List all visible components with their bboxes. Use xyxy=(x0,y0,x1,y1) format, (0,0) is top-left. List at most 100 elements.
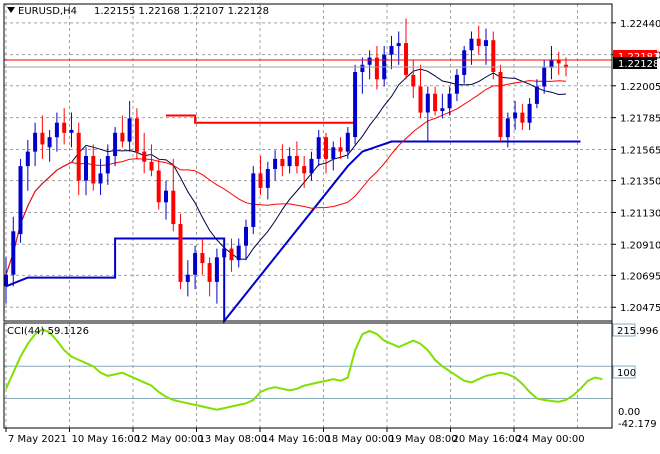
candle[interactable] xyxy=(418,64,423,119)
candle[interactable] xyxy=(447,86,452,116)
candle[interactable] xyxy=(520,103,525,130)
price-label: 1.21565 xyxy=(620,145,660,156)
candle[interactable] xyxy=(273,150,278,181)
ohlc-values: 1.22155 1.22168 1.22107 1.22128 xyxy=(94,6,269,17)
candle[interactable] xyxy=(251,166,256,235)
candle[interactable] xyxy=(469,31,474,65)
main-grid xyxy=(4,4,612,321)
candle[interactable] xyxy=(164,180,168,220)
candle[interactable] xyxy=(280,144,285,177)
candle[interactable] xyxy=(556,51,561,75)
time-label: 10 May 16:00 xyxy=(72,434,141,445)
candle[interactable] xyxy=(498,64,503,142)
price-label: 1.20695 xyxy=(620,271,660,282)
candle[interactable] xyxy=(47,129,52,162)
candle[interactable] xyxy=(244,219,248,261)
cci-axis-label: 0.00 xyxy=(618,407,640,418)
candle[interactable] xyxy=(84,147,88,196)
candle[interactable] xyxy=(549,45,554,80)
candle[interactable] xyxy=(178,213,183,290)
candle[interactable] xyxy=(527,98,532,130)
candle[interactable] xyxy=(404,18,408,80)
candle[interactable] xyxy=(149,144,154,177)
candle[interactable] xyxy=(33,122,38,167)
candle[interactable] xyxy=(433,86,438,116)
candle[interactable] xyxy=(222,238,227,275)
candle[interactable] xyxy=(25,140,30,191)
time-label: 14 May 16:00 xyxy=(262,434,331,445)
candle[interactable] xyxy=(425,86,430,142)
candle[interactable] xyxy=(214,248,219,304)
candle[interactable] xyxy=(229,238,234,272)
candle[interactable] xyxy=(476,25,481,55)
candle[interactable] xyxy=(11,216,16,287)
indicator-grid xyxy=(4,323,612,428)
svg-text:1.22128: 1.22128 xyxy=(618,59,659,70)
candle[interactable] xyxy=(345,127,350,159)
candle[interactable] xyxy=(185,260,190,297)
candle[interactable] xyxy=(454,69,459,101)
candle[interactable] xyxy=(62,108,67,145)
candle[interactable] xyxy=(396,31,401,65)
candle[interactable] xyxy=(338,137,343,159)
price-label: 1.22440 xyxy=(620,19,660,30)
support-resistance-lines xyxy=(5,114,581,324)
candle[interactable] xyxy=(258,155,263,196)
time-label: 19 May 08:00 xyxy=(389,434,458,445)
candle[interactable] xyxy=(440,93,445,119)
candle[interactable] xyxy=(4,257,8,304)
candle[interactable] xyxy=(76,122,81,196)
candle[interactable] xyxy=(127,100,132,152)
candle[interactable] xyxy=(54,112,59,152)
candle[interactable] xyxy=(302,155,307,188)
candle[interactable] xyxy=(542,60,547,94)
candle[interactable] xyxy=(513,100,518,130)
candle[interactable] xyxy=(236,238,241,268)
step-line xyxy=(166,114,356,124)
candle[interactable] xyxy=(294,141,299,174)
candle[interactable] xyxy=(374,45,379,90)
cci-title: CCI(44) 59.1126 xyxy=(7,326,89,337)
candle[interactable] xyxy=(287,147,292,174)
candles[interactable] xyxy=(4,18,568,304)
candle[interactable] xyxy=(316,129,321,167)
candle[interactable] xyxy=(113,127,118,167)
candle[interactable] xyxy=(98,158,103,196)
time-label: 18 May 00:00 xyxy=(326,434,395,445)
candle[interactable] xyxy=(134,108,139,159)
candle[interactable] xyxy=(200,238,205,275)
candle[interactable] xyxy=(534,79,539,109)
candle[interactable] xyxy=(360,57,365,94)
candle[interactable] xyxy=(331,141,336,171)
time-label: 12 May 00:00 xyxy=(135,434,204,445)
candle[interactable] xyxy=(324,132,328,174)
candle[interactable] xyxy=(105,144,110,185)
candle[interactable] xyxy=(171,158,176,232)
candle[interactable] xyxy=(505,112,510,148)
candle[interactable] xyxy=(207,257,212,297)
candle[interactable] xyxy=(142,132,147,174)
candle[interactable] xyxy=(353,64,358,145)
candle[interactable] xyxy=(18,158,23,243)
candle[interactable] xyxy=(491,31,496,80)
candle[interactable] xyxy=(91,144,96,191)
price-label: 1.21130 xyxy=(620,208,660,219)
candle[interactable] xyxy=(389,35,394,70)
candle[interactable] xyxy=(484,28,488,65)
candle[interactable] xyxy=(265,161,270,200)
candle[interactable] xyxy=(462,45,467,84)
candle[interactable] xyxy=(40,115,45,159)
time-label: 24 May 00:00 xyxy=(516,434,585,445)
candle[interactable] xyxy=(367,50,372,80)
candle[interactable] xyxy=(120,115,125,148)
candle[interactable] xyxy=(156,158,161,210)
candle[interactable] xyxy=(69,112,74,148)
candle[interactable] xyxy=(193,245,198,290)
current-price-tag: 1.22128 xyxy=(613,57,659,70)
dropdown-triangle-icon[interactable] xyxy=(7,7,15,13)
cci-axis-label: 215.996 xyxy=(617,326,658,337)
time-label: 20 May 16:00 xyxy=(453,434,522,445)
candle[interactable] xyxy=(309,151,314,181)
